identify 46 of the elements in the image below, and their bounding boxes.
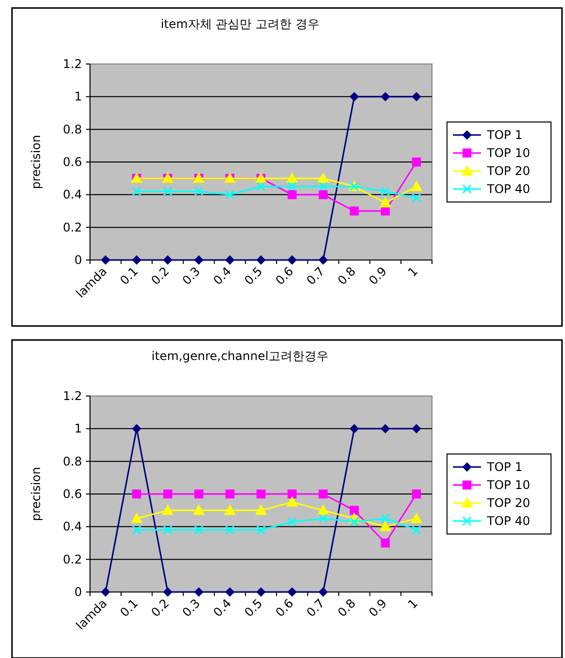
x-tick-label: 0.6	[272, 596, 296, 620]
y-tick-label: 1.2	[62, 57, 82, 71]
legend-label: TOP 40	[486, 182, 530, 196]
y-tick-label: 0	[74, 253, 82, 267]
y-tick-label: 0.4	[62, 520, 82, 534]
chart-title: item,genre,channel고려한경우	[152, 349, 328, 363]
legend-label: TOP 20	[486, 164, 530, 178]
legend-label: TOP 10	[486, 146, 530, 160]
y-tick-label: 0.6	[62, 487, 82, 501]
legend-label: TOP 20	[486, 496, 530, 510]
y-tick-label: 1.2	[62, 389, 82, 403]
y-tick-label: 0.4	[62, 188, 82, 202]
chart-title: item자체 관심만 고려한 경우	[160, 17, 320, 31]
x-tick-label: 0.4	[210, 596, 234, 620]
y-tick-label: 1	[74, 422, 82, 436]
y-axis-title: precision	[29, 134, 43, 190]
legend-label: TOP 10	[486, 478, 530, 492]
y-tick-label: 1	[74, 90, 82, 104]
x-tick-label: 0.1	[117, 264, 141, 288]
y-tick-label: 0.8	[62, 122, 82, 136]
x-tick-label: 0.8	[334, 264, 358, 288]
x-tick-label: 0.7	[304, 264, 328, 288]
x-tick-label: 0.9	[366, 596, 390, 620]
x-tick-label: 0.3	[180, 596, 203, 620]
x-tick-label: 0.8	[334, 596, 358, 620]
legend-label: TOP 1	[486, 460, 522, 474]
x-tick-label: 0.3	[180, 264, 203, 288]
x-tick-label: 1	[405, 264, 421, 280]
legend-label: TOP 40	[486, 514, 530, 528]
x-tick-label: 0.5	[242, 596, 266, 620]
y-axis-title: precision	[29, 466, 43, 522]
y-tick-label: 0	[74, 585, 82, 599]
y-tick-label: 0.8	[62, 454, 82, 468]
y-tick-label: 0.2	[62, 220, 82, 234]
x-tick-label: 0.4	[210, 264, 234, 288]
x-tick-label: 0.6	[272, 264, 296, 288]
x-tick-label: 0.7	[304, 596, 328, 620]
y-tick-label: 0.6	[62, 155, 82, 169]
x-tick-label: 0.2	[148, 264, 172, 288]
y-tick-label: 0.2	[62, 552, 82, 566]
x-tick-label: 0.1	[117, 596, 141, 620]
x-tick-label: 0.2	[148, 596, 172, 620]
x-tick-label: 1	[405, 596, 421, 612]
x-tick-label: 0.9	[366, 264, 390, 288]
x-tick-label: 0.5	[242, 264, 266, 288]
legend-label: TOP 1	[486, 128, 522, 142]
